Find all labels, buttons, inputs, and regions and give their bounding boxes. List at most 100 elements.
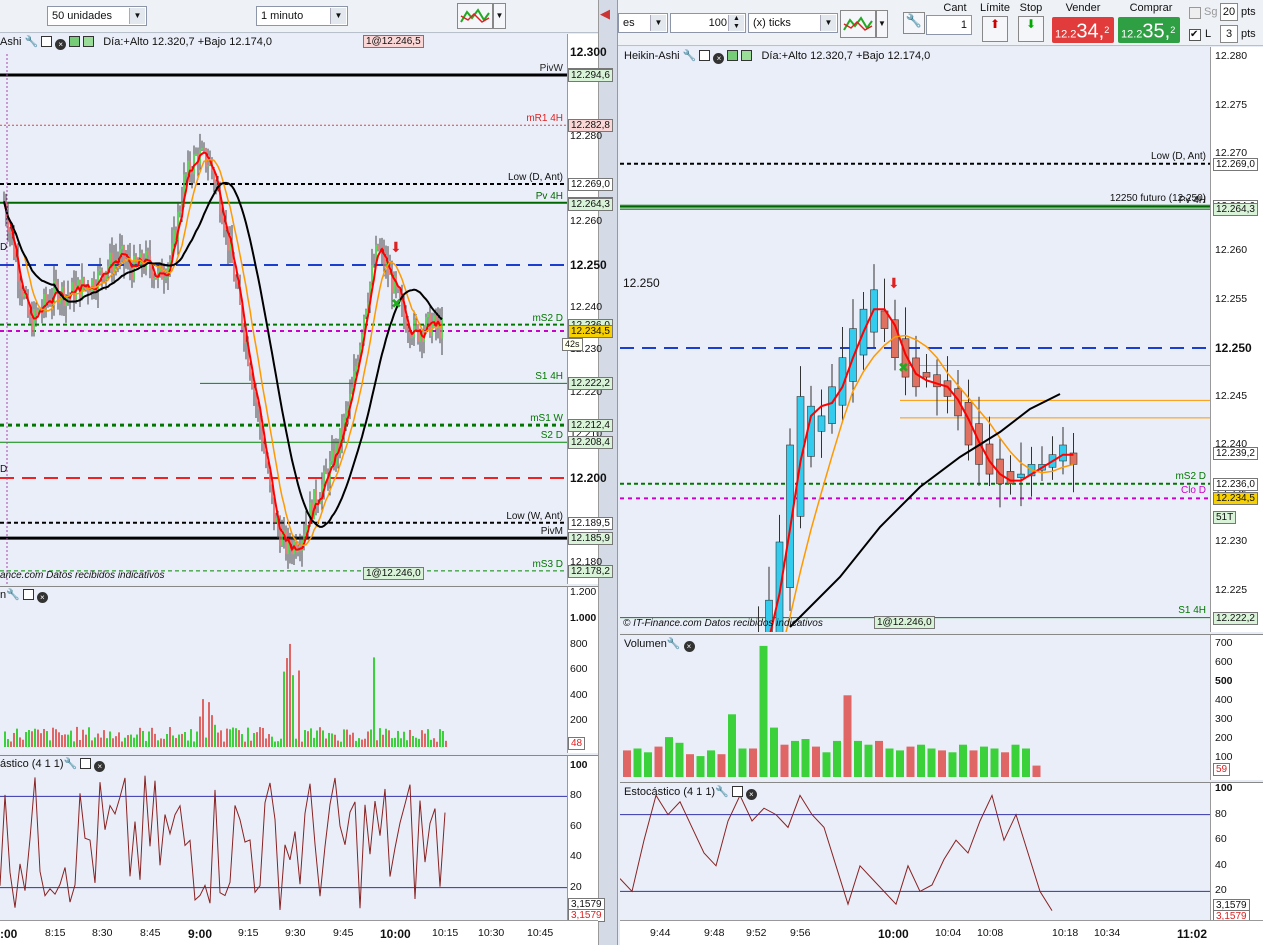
ema-slow-line (789, 393, 1061, 628)
order-tag-bottom[interactable]: 1@12.246,0 (363, 567, 424, 580)
wrench-icon[interactable]: 🔧 (715, 786, 729, 798)
l-checkbox[interactable]: ✔ (1189, 29, 1201, 41)
ha-candle (775, 541, 784, 632)
countdown-tag: 51T (1213, 510, 1237, 524)
stoch-line (0, 775, 446, 911)
right-volume-pane[interactable]: Volumen🔧 × (620, 634, 1210, 780)
candle (99, 268, 101, 271)
chart-type-dropdown[interactable]: ▼ (876, 10, 888, 38)
source-text: ance.com Datos recibidos indicativos (0, 570, 165, 581)
price-label-12250: 12.250 (623, 276, 660, 290)
wrench-icon[interactable]: 🔧 (682, 50, 697, 62)
up-arrow-icon[interactable] (83, 36, 95, 47)
right-price-pane[interactable]: ⬇ ✖ Heikin-Ashi 🔧 × Día:+Alto 12.320,7 +Ba… (620, 47, 1210, 632)
stepper-arrows-icon[interactable]: ▲ ▼ (728, 15, 744, 31)
color-icon[interactable] (69, 36, 81, 47)
volume-bar (400, 738, 402, 747)
time-tick: 10:08 (977, 927, 1004, 939)
interval-select[interactable]: 1 minuto ▼ (256, 6, 348, 26)
wrench-icon[interactable]: 🔧 (63, 758, 78, 770)
level-label: mS3 D (532, 558, 563, 570)
window-icon[interactable] (731, 786, 743, 797)
chart-type-button[interactable] (457, 3, 493, 29)
close-icon[interactable]: × (36, 592, 48, 603)
type-select[interactable]: es ▼ (618, 13, 668, 33)
close-icon[interactable]: × (713, 53, 725, 64)
candle (351, 386, 353, 394)
axis-price-tag: 12.208,4 (568, 436, 613, 450)
wrench-icon[interactable]: 🔧 (6, 589, 20, 601)
volume-bar (352, 732, 354, 747)
wrench-icon[interactable]: 🔧 (666, 638, 681, 650)
candle (393, 275, 395, 293)
left-price-chart: ⬇✖ (0, 54, 567, 584)
units-select[interactable]: 50 unidades ▼ (47, 6, 147, 26)
volume-bar (1032, 765, 1041, 777)
collapse-arrow-icon[interactable]: ◀ (600, 6, 610, 21)
close-icon[interactable]: × (94, 761, 106, 772)
l-input[interactable]: 3 (1220, 25, 1238, 43)
order-tag[interactable]: 1@12.246,5 (363, 35, 424, 48)
ema-mid-line (785, 334, 1074, 632)
vender-label: Vender (1065, 2, 1101, 14)
volume-bar (85, 734, 87, 747)
sg-checkbox[interactable] (1189, 7, 1201, 19)
candle (401, 298, 403, 304)
candle (299, 550, 301, 552)
right-volume-chart (623, 645, 1041, 777)
right-toolbar: es ▼ 100 ▲ ▼ (x) ticks ▼ ▼ 🔧 Cant 1 Límite ⬆… (618, 0, 1263, 46)
left-volume-pane[interactable]: n🔧 × (0, 586, 567, 753)
pts-label: pts (1241, 6, 1256, 18)
volume-bar (115, 736, 117, 747)
stop-order-button[interactable]: ⬇ (1018, 16, 1044, 42)
close-icon[interactable]: × (55, 39, 67, 50)
left-stoch-pane[interactable]: ástico (4 1 1)🔧 × (0, 755, 567, 920)
candle (97, 270, 99, 293)
color-icon[interactable] (727, 50, 739, 61)
axis-price-tag: 12.264,3 (1213, 203, 1258, 217)
sg-input[interactable]: 20 (1220, 3, 1238, 21)
order-tag[interactable]: 1@12.246,0 (874, 616, 935, 629)
chart-type-dropdown[interactable]: ▼ (493, 3, 506, 29)
left-price-pane[interactable]: ⬇ ✖ Ashi 🔧 × Día:+Alto 12.320,7 +Bajo 12.1… (0, 34, 567, 584)
close-icon[interactable]: × (683, 641, 695, 652)
wrench-icon[interactable]: 🔧 (24, 36, 39, 48)
left-volume-axis: 1.200 1.000 800 600 400 200 48 (567, 586, 598, 753)
candle (269, 470, 271, 485)
volume-bar (385, 728, 387, 747)
window-icon[interactable] (699, 50, 711, 61)
buy-button[interactable]: 12.235,2 (1118, 17, 1180, 43)
volume-bar (100, 737, 102, 747)
volume-bar (675, 742, 684, 777)
candle (71, 282, 73, 295)
window-icon[interactable] (80, 758, 92, 769)
candle (281, 532, 283, 546)
limit-order-button[interactable]: ⬆ (982, 16, 1008, 42)
level-label: S1 4H (1178, 604, 1206, 616)
right-stoch-pane[interactable]: Estocástico (4 1 1)🔧 × (620, 782, 1210, 920)
up-arrow-icon[interactable] (741, 50, 753, 61)
candle (417, 326, 419, 342)
ha-candle (849, 328, 857, 382)
time-tick: 9:45 (333, 927, 354, 939)
axis-tick: 12.270 (1215, 147, 1248, 159)
panel-divider[interactable] (598, 0, 618, 945)
sell-button[interactable]: 12.234,2 (1052, 17, 1114, 43)
ha-candle (1006, 471, 1015, 485)
window-icon[interactable] (41, 36, 53, 47)
qty-stepper[interactable]: 100 ▲ ▼ (670, 13, 746, 33)
ticks-select[interactable]: (x) ticks ▼ (748, 13, 838, 33)
volume-bar (274, 741, 276, 747)
level-label: PivW (539, 63, 563, 74)
candle (17, 259, 19, 282)
volume-bar (388, 730, 390, 747)
settings-wrench-button[interactable]: 🔧 (903, 12, 925, 34)
volume-bar (833, 740, 841, 777)
volume-bar (97, 733, 99, 747)
candle (131, 267, 133, 280)
close-icon[interactable]: × (745, 789, 757, 800)
cant-input[interactable]: 1 (926, 15, 972, 35)
window-icon[interactable] (22, 589, 34, 600)
chart-type-button[interactable] (840, 10, 876, 38)
volume-bar (25, 732, 27, 747)
